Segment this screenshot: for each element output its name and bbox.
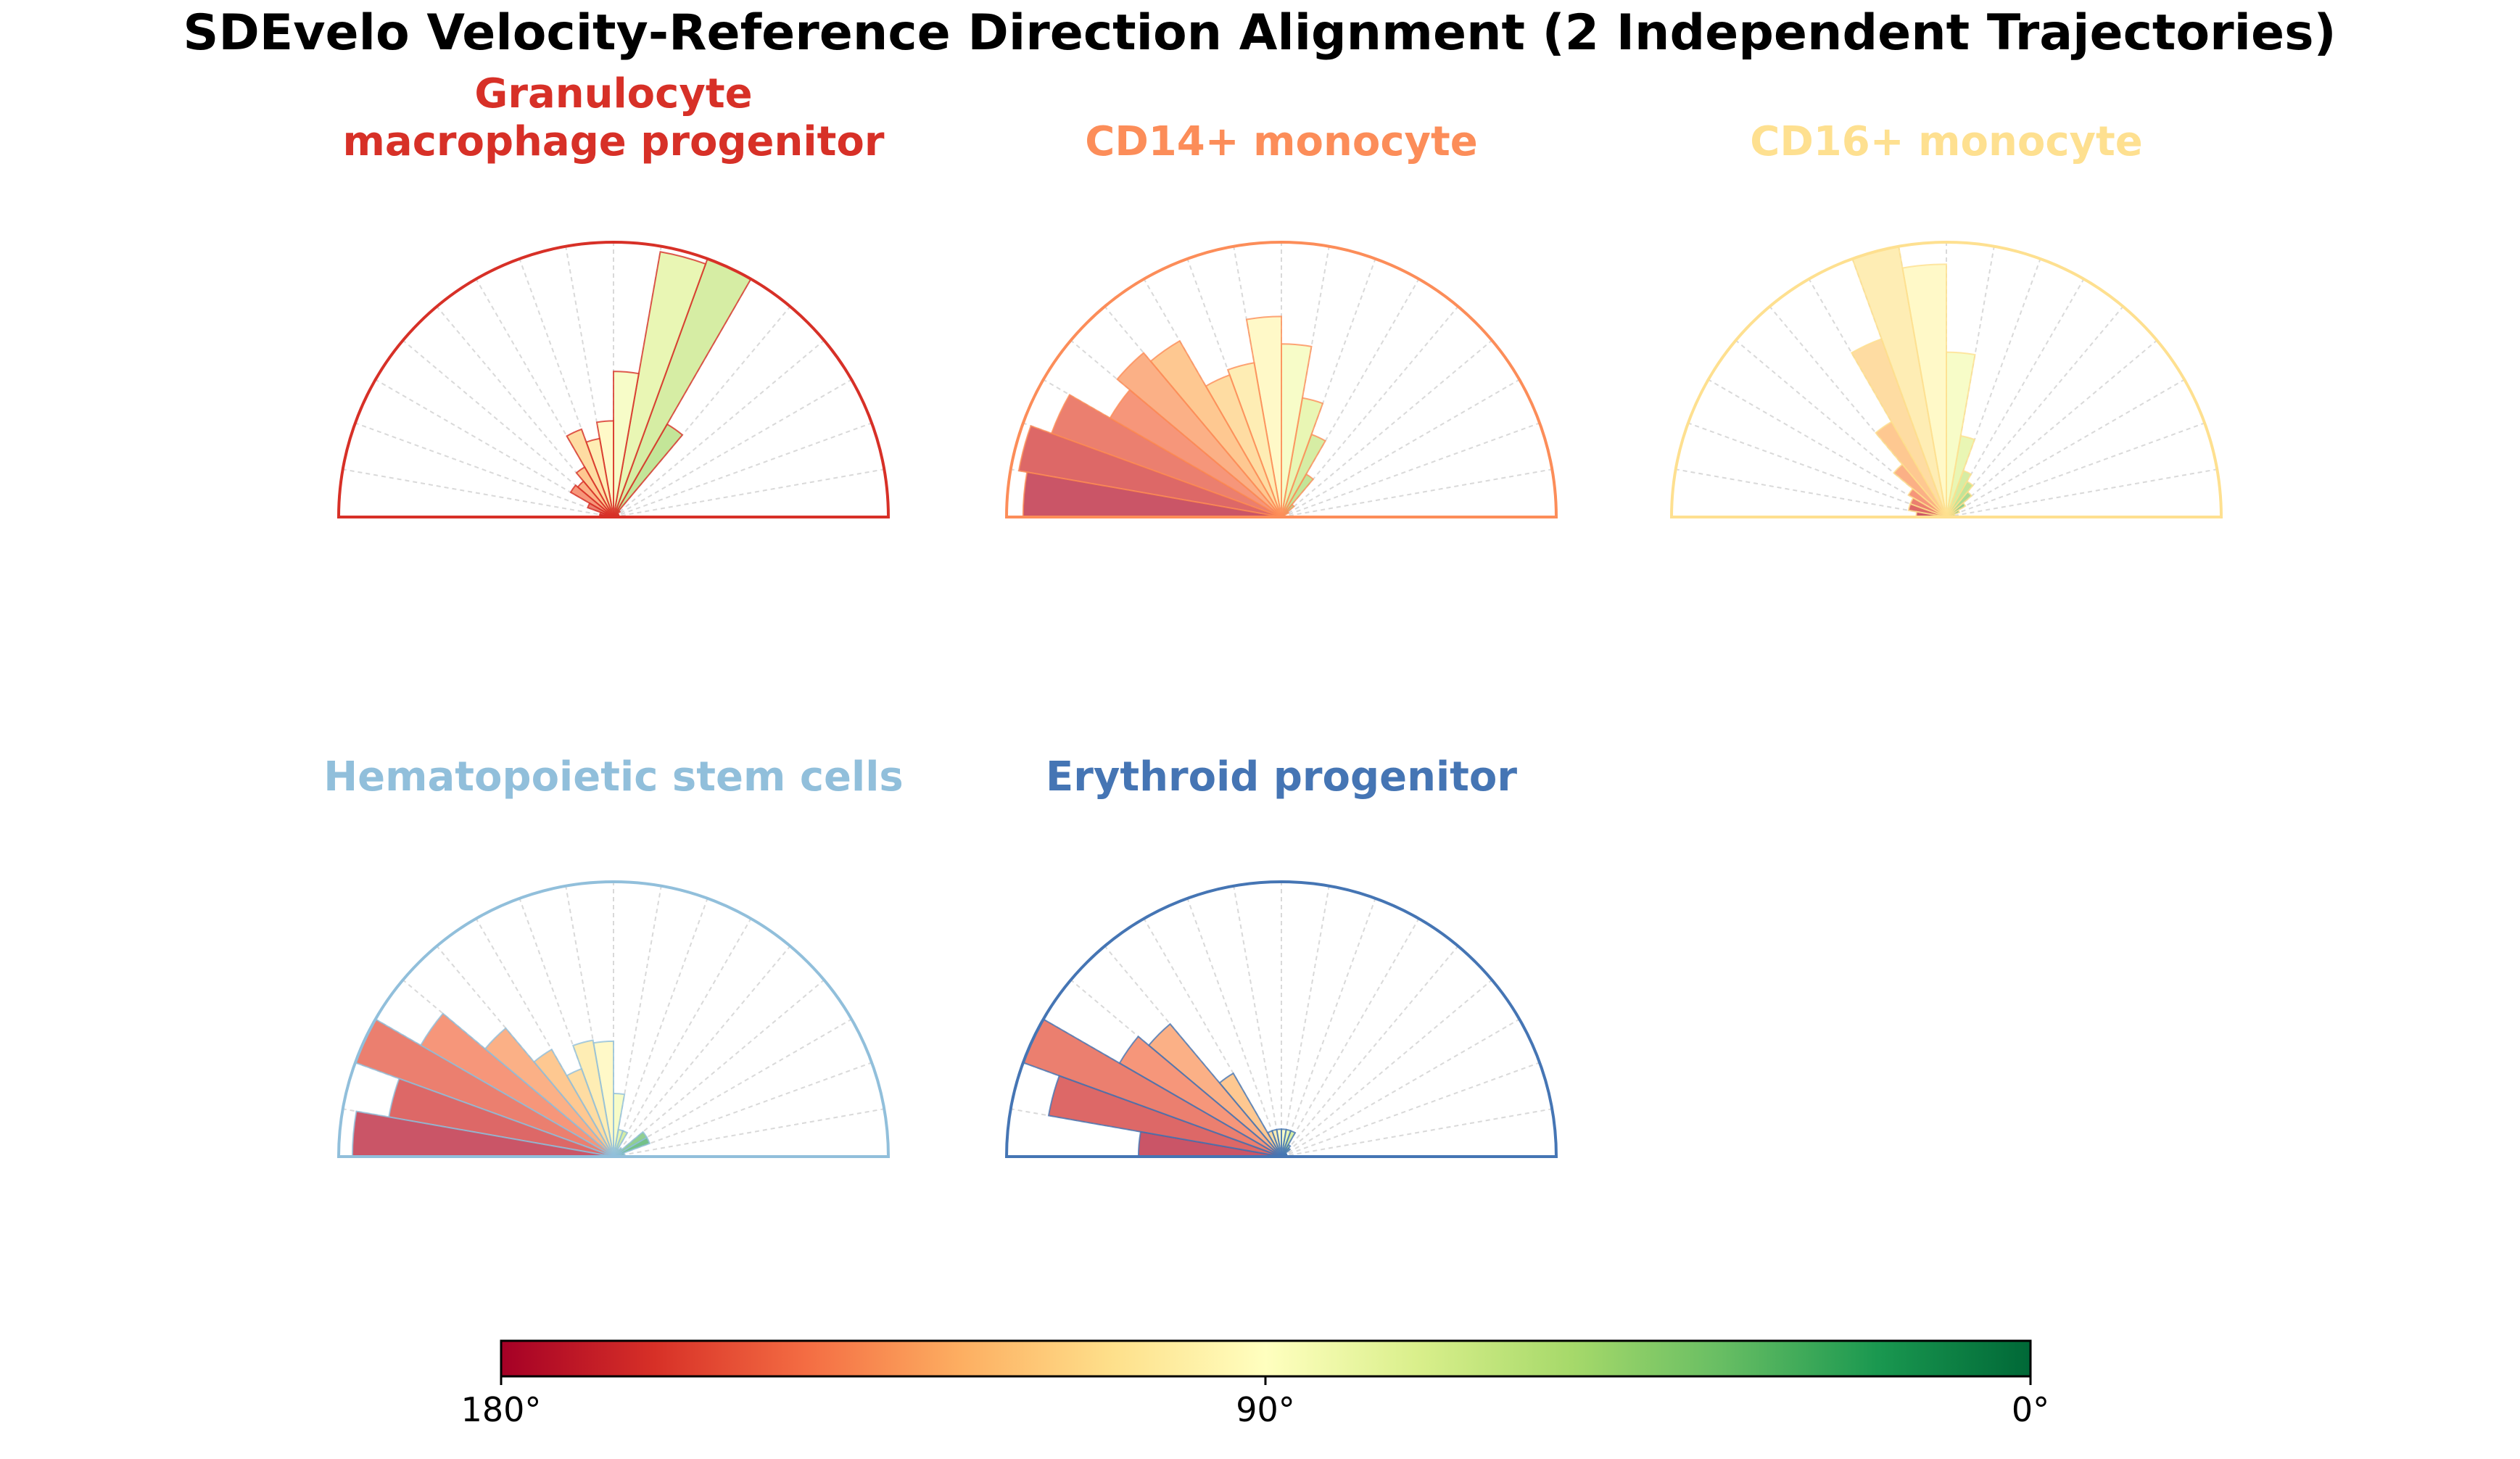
grid-spoke bbox=[355, 422, 614, 518]
colorbar: 180° 90° 0° bbox=[461, 1339, 2049, 1429]
grid-spoke bbox=[1946, 258, 2041, 518]
grid-spoke bbox=[519, 258, 614, 518]
grid-spoke bbox=[613, 379, 852, 518]
grid-spoke bbox=[1687, 422, 1947, 518]
histogram-bar bbox=[613, 251, 707, 518]
grid-spoke bbox=[613, 1018, 852, 1157]
grid-spoke bbox=[1675, 468, 1947, 518]
grid-spoke bbox=[1281, 979, 1492, 1157]
grid-spoke bbox=[613, 306, 791, 518]
grid-spoke bbox=[519, 898, 614, 1157]
figure-title: SDEvelo Velocity-Reference Direction Ali… bbox=[183, 4, 2336, 62]
grid-spoke bbox=[613, 468, 885, 518]
polar-panel: CD16+ monocyte bbox=[1669, 118, 2223, 518]
grid-spoke bbox=[1281, 885, 1330, 1157]
grid-spoke bbox=[475, 918, 614, 1157]
grid-spoke bbox=[613, 885, 662, 1157]
polar-frame bbox=[336, 241, 891, 518]
histogram-bar bbox=[1047, 1075, 1282, 1157]
grid-spoke bbox=[1946, 278, 2085, 518]
histogram-bar bbox=[1017, 424, 1282, 518]
grid-spoke bbox=[1281, 306, 1459, 518]
grid-spoke bbox=[613, 1108, 885, 1157]
panel-title: macrophage progenitor bbox=[343, 118, 885, 165]
grid-spoke bbox=[1281, 278, 1420, 518]
grid-spoke bbox=[1281, 1108, 1553, 1157]
grid-spoke bbox=[613, 1062, 872, 1157]
histogram-bar bbox=[575, 466, 614, 518]
colorbar-tick-label: 90° bbox=[1236, 1390, 1295, 1429]
grid-spoke bbox=[565, 885, 614, 1157]
histogram-bar bbox=[587, 502, 614, 518]
histogram-bar bbox=[1850, 337, 1947, 518]
grid-spoke bbox=[436, 306, 614, 518]
grid-spoke bbox=[1281, 1018, 1520, 1157]
polar-frame bbox=[1004, 880, 1558, 1158]
grid-spoke bbox=[1233, 885, 1282, 1157]
grid-spoke bbox=[475, 278, 614, 518]
grid-spoke bbox=[1735, 339, 1947, 518]
panel-title: Granulocyte bbox=[474, 70, 752, 117]
grid-spoke bbox=[1946, 379, 2185, 518]
grid-spoke bbox=[1281, 422, 1540, 518]
panel-title: CD14+ monocyte bbox=[1085, 118, 1478, 165]
polar-panel: Erythroid progenitor bbox=[1004, 753, 1558, 1158]
histogram-bar bbox=[613, 371, 640, 518]
colorbar-tick-label: 180° bbox=[461, 1390, 542, 1429]
grid-spoke bbox=[375, 379, 614, 518]
grid-spoke bbox=[613, 946, 791, 1157]
grid-spoke bbox=[613, 918, 752, 1157]
grid-spoke bbox=[1946, 422, 2205, 518]
grid-spoke bbox=[613, 339, 825, 518]
polar-frame bbox=[1669, 241, 2223, 518]
histogram-bar bbox=[1907, 487, 1947, 518]
grid-spoke bbox=[1946, 306, 2124, 518]
grid-spoke bbox=[613, 422, 872, 518]
histogram-bar bbox=[1907, 503, 1947, 518]
histogram-bar bbox=[566, 428, 614, 518]
histogram-bar bbox=[1116, 352, 1282, 518]
colorbar-gradient bbox=[500, 1339, 2032, 1378]
grid-spoke bbox=[613, 898, 709, 1157]
polar-panel: CD14+ monocyte bbox=[1004, 118, 1558, 518]
polar-frame bbox=[336, 880, 891, 1158]
grid-spoke bbox=[1186, 898, 1282, 1157]
grid-spoke bbox=[1143, 918, 1282, 1157]
histogram-bar bbox=[569, 484, 614, 518]
polar-panel: Hematopoietic stem cells bbox=[323, 753, 904, 1158]
grid-spoke bbox=[1708, 379, 1947, 518]
grid-spoke bbox=[1946, 468, 2218, 518]
grid-spoke bbox=[1281, 1062, 1540, 1157]
grid-spoke bbox=[565, 246, 614, 518]
histogram-bar bbox=[1893, 463, 1947, 518]
grid-spoke bbox=[1281, 258, 1376, 518]
grid-spoke bbox=[1946, 339, 2157, 518]
polar-frame bbox=[1004, 241, 1558, 518]
colorbar-tick-label: 0° bbox=[2012, 1390, 2049, 1429]
grid-spoke bbox=[1281, 898, 1376, 1157]
grid-spoke bbox=[613, 979, 825, 1157]
grid-spoke bbox=[402, 339, 614, 518]
panel-title: CD16+ monocyte bbox=[1750, 118, 2143, 165]
grid-spoke bbox=[1281, 946, 1459, 1157]
grid-spoke bbox=[1769, 306, 1947, 518]
grid-spoke bbox=[1281, 379, 1520, 518]
grid-spoke bbox=[342, 468, 614, 518]
grid-spoke bbox=[1281, 339, 1492, 518]
histogram-bar bbox=[1875, 421, 1947, 518]
grid-spoke bbox=[1281, 468, 1553, 518]
panel-title: Hematopoietic stem cells bbox=[323, 753, 903, 801]
grid-spoke bbox=[1281, 918, 1420, 1157]
panel-title: Erythroid progenitor bbox=[1046, 753, 1517, 801]
